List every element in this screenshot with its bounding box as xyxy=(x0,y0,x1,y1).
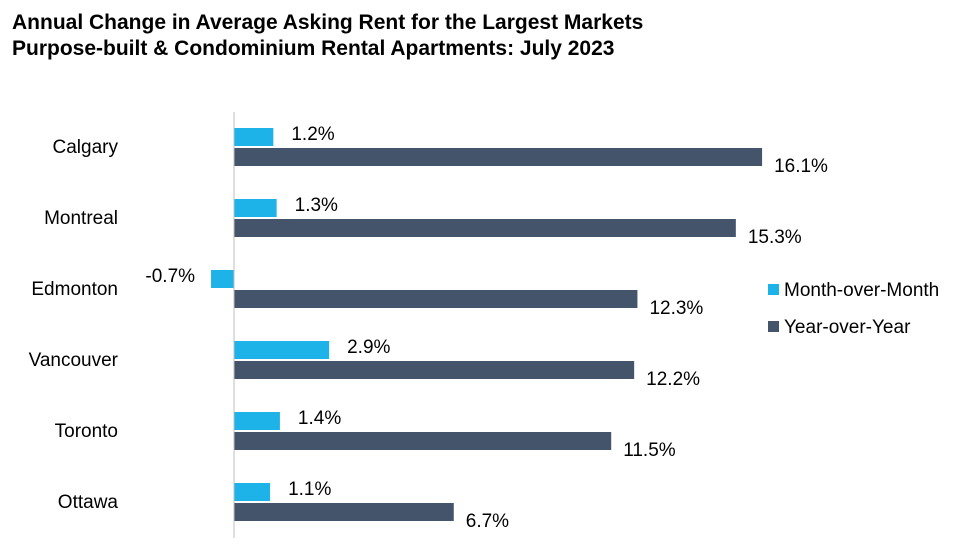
bar-year-over-year-vancouver xyxy=(234,361,635,379)
bar-month-over-month-edmonton xyxy=(211,270,234,288)
bar-year-over-year-ottawa xyxy=(234,503,454,521)
data-label-month-over-month-edmonton: -0.7% xyxy=(145,266,195,287)
bar-month-over-month-toronto xyxy=(234,412,280,430)
data-label-month-over-month-toronto: 1.4% xyxy=(298,408,341,429)
data-label-year-over-year-vancouver: 12.2% xyxy=(646,369,700,390)
data-label-year-over-year-calgary: 16.1% xyxy=(774,156,828,177)
category-label-calgary: Calgary xyxy=(53,137,119,158)
bar-year-over-year-edmonton xyxy=(234,290,638,308)
chart-title: Annual Change in Average Asking Rent for… xyxy=(12,11,644,34)
bar-year-over-year-toronto xyxy=(234,432,612,450)
legend-swatch-month-over-month xyxy=(768,284,779,295)
bar-month-over-month-ottawa xyxy=(234,483,271,501)
chart-subtitle: Purpose-built & Condominium Rental Apart… xyxy=(12,37,615,60)
data-label-year-over-year-montreal: 15.3% xyxy=(748,227,802,248)
bar-year-over-year-montreal xyxy=(234,219,736,237)
data-label-month-over-month-vancouver: 2.9% xyxy=(347,337,390,358)
data-label-month-over-month-montreal: 1.3% xyxy=(295,195,338,216)
bar-month-over-month-vancouver xyxy=(234,341,330,359)
bar-month-over-month-calgary xyxy=(234,128,274,146)
data-label-month-over-month-calgary: 1.2% xyxy=(291,124,334,145)
data-label-year-over-year-ottawa: 6.7% xyxy=(466,511,509,532)
data-label-year-over-year-toronto: 11.5% xyxy=(623,440,676,461)
legend-label-month-over-month: Month-over-Month xyxy=(784,280,939,301)
bar-month-over-month-montreal xyxy=(234,199,277,217)
legend-swatch-year-over-year xyxy=(768,321,779,332)
category-label-montreal: Montreal xyxy=(44,208,118,229)
bar-year-over-year-calgary xyxy=(234,148,763,166)
data-label-month-over-month-ottawa: 1.1% xyxy=(288,479,331,500)
category-label-vancouver: Vancouver xyxy=(29,350,119,371)
category-label-toronto: Toronto xyxy=(55,421,118,442)
legend-label-year-over-year: Year-over-Year xyxy=(784,317,911,338)
category-label-ottawa: Ottawa xyxy=(58,492,119,513)
data-label-year-over-year-edmonton: 12.3% xyxy=(649,298,703,319)
category-label-edmonton: Edmonton xyxy=(31,279,118,300)
chart-title-block: Annual Change in Average Asking Rent for… xyxy=(12,10,643,62)
